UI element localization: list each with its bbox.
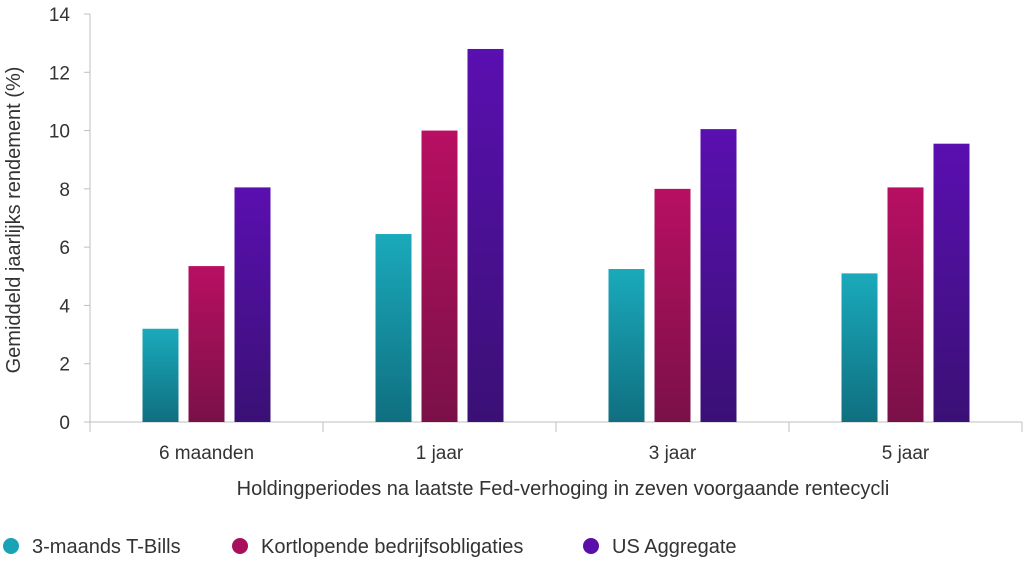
bar-3-2 bbox=[467, 48, 504, 422]
chart-bars bbox=[142, 48, 970, 423]
bar-2-1 bbox=[188, 266, 225, 422]
bar-3-3 bbox=[700, 129, 737, 422]
bar-1-1 bbox=[142, 328, 179, 422]
y-tick-label: 4 bbox=[59, 296, 70, 317]
y-tick-label: 6 bbox=[59, 238, 70, 259]
legend-label-1: 3-maands T-Bills bbox=[32, 536, 181, 558]
legend-marker-1 bbox=[3, 538, 19, 554]
y-tick-label: 8 bbox=[59, 180, 70, 201]
y-tick-label: 0 bbox=[59, 413, 70, 434]
y-tick-label: 2 bbox=[59, 355, 70, 376]
legend-label-2: Kortlopende bedrijfsobligaties bbox=[261, 536, 523, 558]
x-tick-label: 6 maanden bbox=[159, 443, 254, 464]
x-tick-label: 5 jaar bbox=[882, 443, 930, 464]
y-axis-title: Gemiddeld jaarlijks rendement (%) bbox=[3, 67, 25, 374]
bar-3-4 bbox=[933, 143, 970, 422]
chart-axes bbox=[84, 13, 1023, 432]
bar-2-4 bbox=[887, 187, 924, 422]
chart-labels: 0 2 4 6 8 10 12 14 6 maanden 1 jaar 3 jaar 5 jaar Ho… bbox=[3, 5, 930, 500]
y-tick-label: 14 bbox=[49, 5, 71, 26]
y-tick-label: 10 bbox=[49, 122, 70, 143]
bar-2-2 bbox=[421, 130, 458, 423]
legend-marker-2 bbox=[232, 538, 248, 554]
bar-3-1 bbox=[234, 187, 271, 422]
bar-1-2 bbox=[375, 234, 412, 422]
x-tick-label: 3 jaar bbox=[649, 443, 697, 464]
bar-1-4 bbox=[841, 273, 878, 422]
chart-legend: 3-maands T-Bills Kortlopende bedrijfsobli… bbox=[3, 536, 737, 558]
legend-marker-3 bbox=[583, 538, 599, 554]
bar-1-3 bbox=[608, 269, 645, 422]
x-tick-label: 1 jaar bbox=[416, 443, 464, 464]
legend-label-3: US Aggregate bbox=[612, 536, 737, 558]
x-axis-title: Holdingperiodes na laatste Fed-verhoging… bbox=[237, 478, 890, 500]
y-tick-label: 12 bbox=[49, 63, 70, 84]
bar-2-3 bbox=[654, 188, 691, 422]
